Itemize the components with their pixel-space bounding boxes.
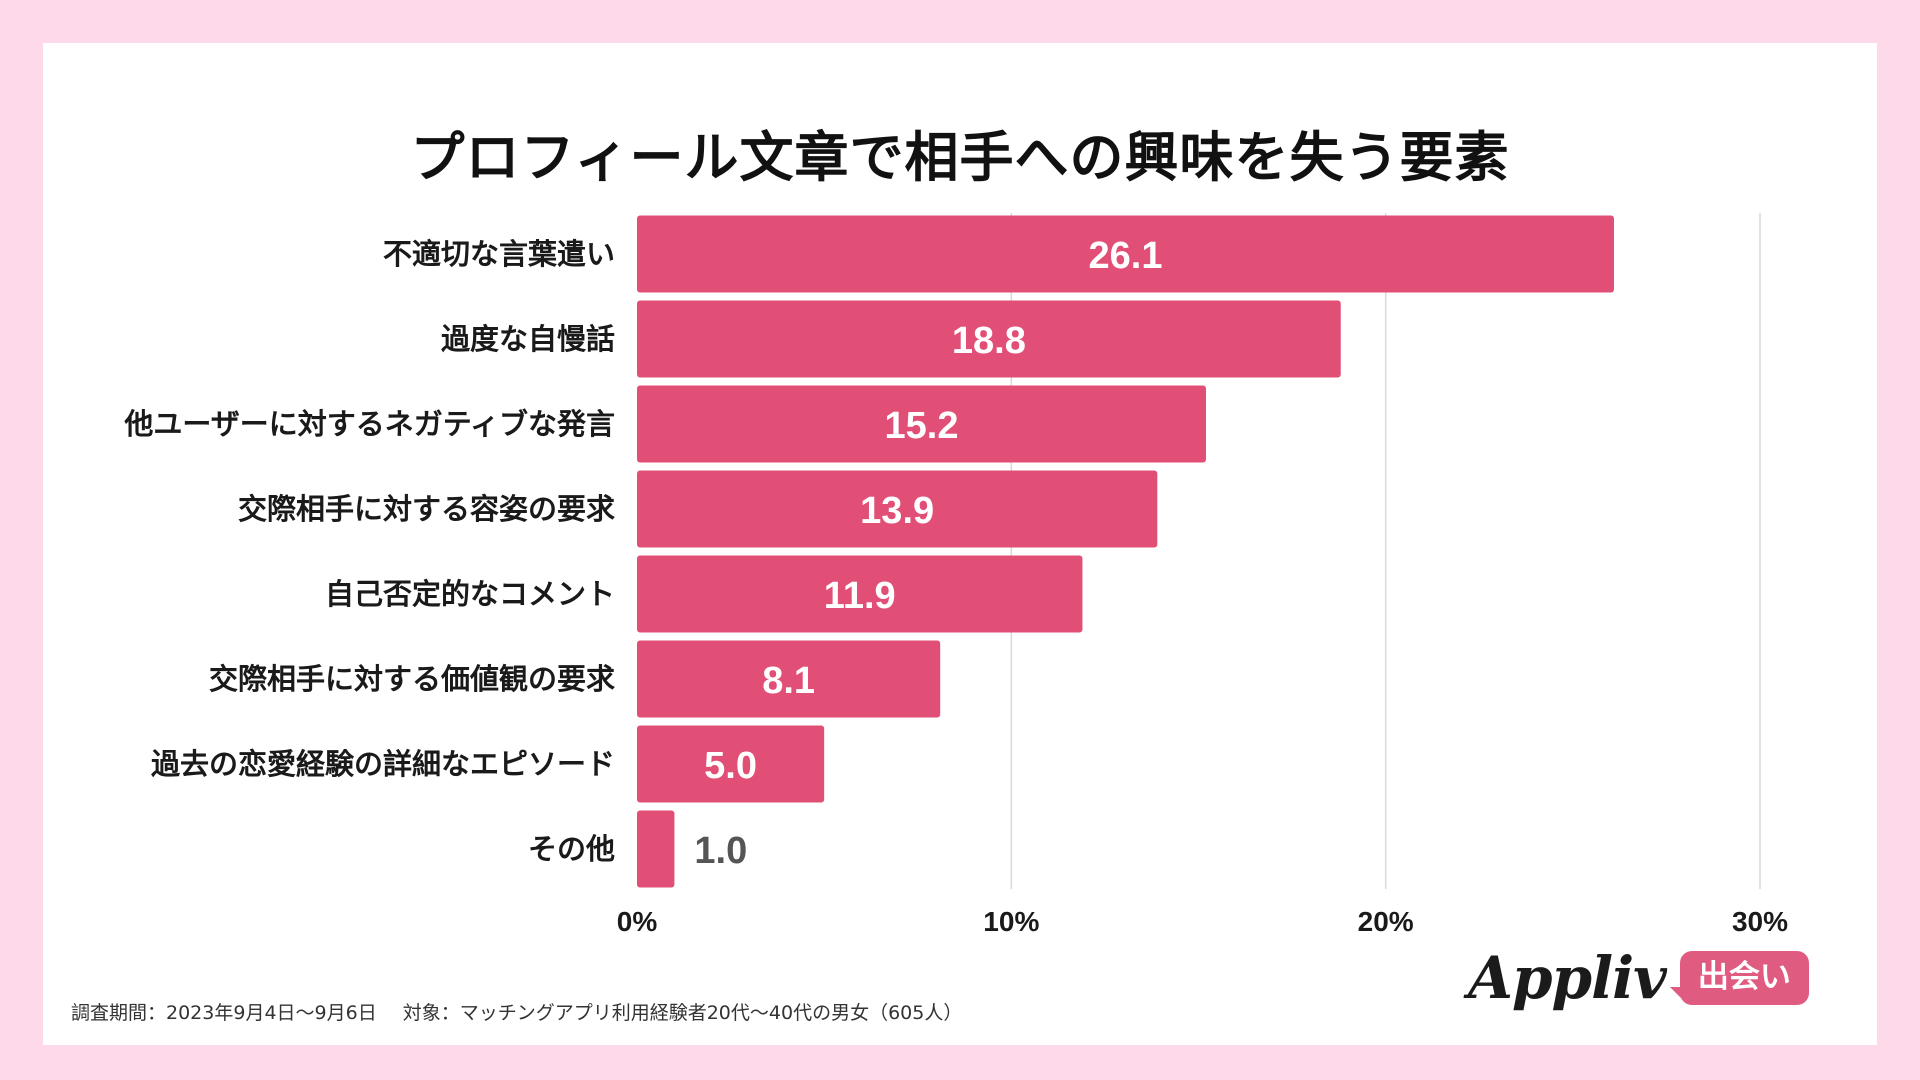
chart-card: プロフィール文章で相手への興味を失う要素 不適切な言葉遣い 26.1 過度な自慢話 1… xyxy=(43,43,1877,1045)
bar xyxy=(637,810,675,888)
logo-badge: 出会い xyxy=(1669,951,1809,1005)
value-label: 5.0 xyxy=(704,745,757,787)
category-label: 過去の恋愛経験の詳細なエピソード xyxy=(151,747,615,781)
survey-period: 調査期間：2023年9月4日〜9月6日 xyxy=(71,1002,377,1024)
value-label: 18.8 xyxy=(952,320,1026,362)
value-label: 11.9 xyxy=(824,575,896,617)
category-label: 他ユーザーに対するネガティブな発言 xyxy=(123,407,615,441)
chart-title: プロフィール文章で相手への興味を失う要素 xyxy=(410,126,1510,189)
value-label: 8.1 xyxy=(762,660,815,702)
category-label: 自己否定的なコメント xyxy=(325,577,615,611)
category-label: 過度な自慢話 xyxy=(441,322,615,356)
x-tick-label: 10% xyxy=(983,906,1039,937)
category-label: 交際相手に対する価値観の要求 xyxy=(209,662,615,696)
bar xyxy=(637,215,1615,293)
bar xyxy=(637,385,1206,463)
category-label: 交際相手に対する容姿の要求 xyxy=(238,492,615,526)
bar-chart: 不適切な言葉遣い 26.1 過度な自慢話 18.8 他ユーザーに対するネガティブな発言 1… xyxy=(123,213,1788,937)
value-label: 26.1 xyxy=(1089,235,1163,277)
x-tick-label: 20% xyxy=(1358,906,1414,937)
appliv-logo: Appliv 出会い xyxy=(1468,949,1809,1007)
category-label: その他 xyxy=(528,832,615,866)
bar xyxy=(637,555,1083,633)
bar xyxy=(637,725,825,803)
value-label: 1.0 xyxy=(694,830,747,872)
value-label: 13.9 xyxy=(860,490,934,532)
logo-brand: Appliv xyxy=(1468,944,1667,1012)
bar xyxy=(637,300,1341,378)
value-label: 15.2 xyxy=(885,405,959,447)
survey-footnote: 調査期間：2023年9月4日〜9月6日 対象：マッチングアプリ利用経験者20代〜4… xyxy=(71,998,962,1025)
bar xyxy=(637,640,941,718)
x-tick-label: 30% xyxy=(1732,906,1788,937)
x-tick-label: 0% xyxy=(617,906,658,937)
bar xyxy=(637,470,1158,548)
category-label: 不適切な言葉遣い xyxy=(383,237,615,271)
survey-target: 対象：マッチングアプリ利用経験者20代〜40代の男女（605人） xyxy=(402,1002,963,1024)
